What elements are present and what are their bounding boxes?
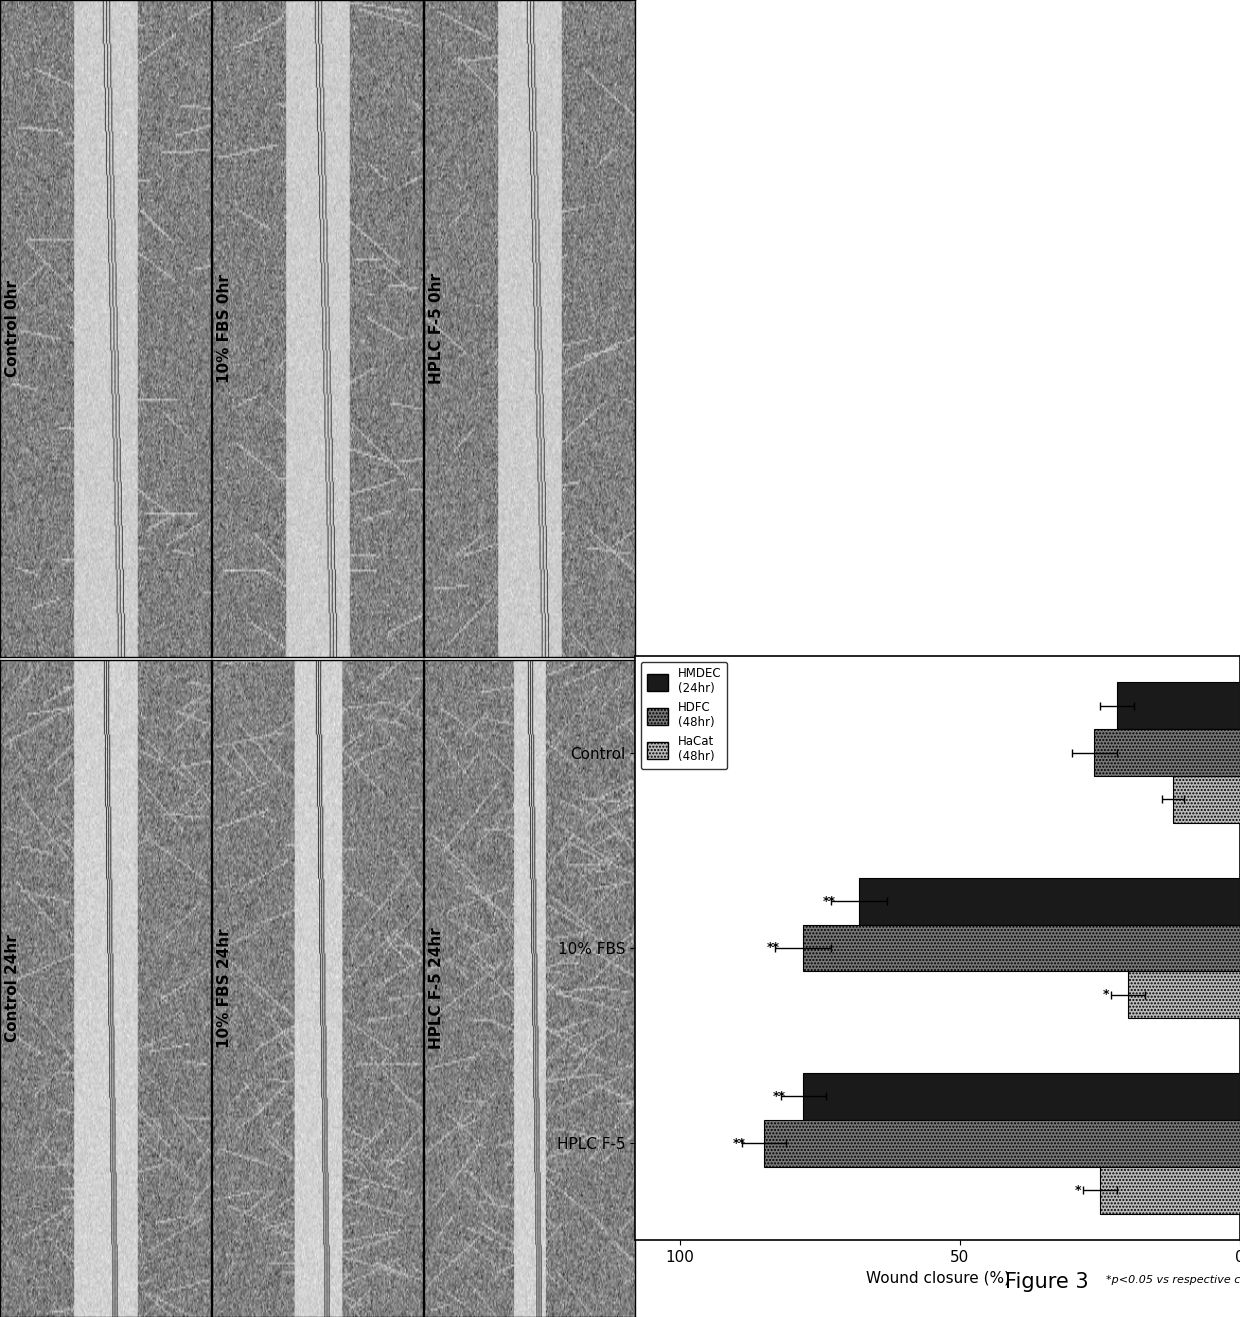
Text: HPLC F-5 24hr: HPLC F-5 24hr [429, 927, 444, 1050]
X-axis label: Wound closure (%): Wound closure (%) [866, 1271, 1009, 1285]
Text: HPLC F-5 0hr: HPLC F-5 0hr [429, 273, 444, 385]
Text: *: * [1075, 1184, 1081, 1197]
Bar [859, 877, 1240, 925]
Text: **: ** [823, 894, 836, 907]
Bar [1117, 682, 1240, 730]
Text: *: * [1102, 988, 1110, 1001]
Bar [1173, 776, 1240, 823]
Text: 10% FBS 0hr: 10% FBS 0hr [217, 274, 232, 383]
Text: 10% FBS 24hr: 10% FBS 24hr [217, 928, 232, 1048]
Text: Control 0hr: Control 0hr [5, 281, 20, 377]
Text: *p<0.05 vs respective ctrl: *p<0.05 vs respective ctrl [1106, 1275, 1240, 1285]
Text: Control 24hr: Control 24hr [5, 935, 20, 1043]
Bar [1100, 1167, 1240, 1214]
Bar [764, 1119, 1240, 1167]
Bar [1128, 972, 1240, 1018]
Text: **: ** [773, 1090, 785, 1102]
Text: Figure 3: Figure 3 [1004, 1272, 1089, 1292]
Text: **: ** [766, 942, 780, 955]
Legend: HMDEC
(24hr), HDFC
(48hr), HaCat
(48hr): HMDEC (24hr), HDFC (48hr), HaCat (48hr) [641, 661, 727, 769]
Bar [804, 1073, 1240, 1119]
Bar [804, 925, 1240, 972]
Text: **: ** [733, 1137, 746, 1150]
Bar [1095, 730, 1240, 776]
